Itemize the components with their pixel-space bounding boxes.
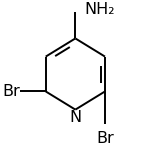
Text: NH₂: NH₂ — [84, 2, 114, 17]
Text: Br: Br — [2, 84, 20, 99]
Text: N: N — [69, 110, 81, 125]
Text: Br: Br — [96, 131, 114, 146]
